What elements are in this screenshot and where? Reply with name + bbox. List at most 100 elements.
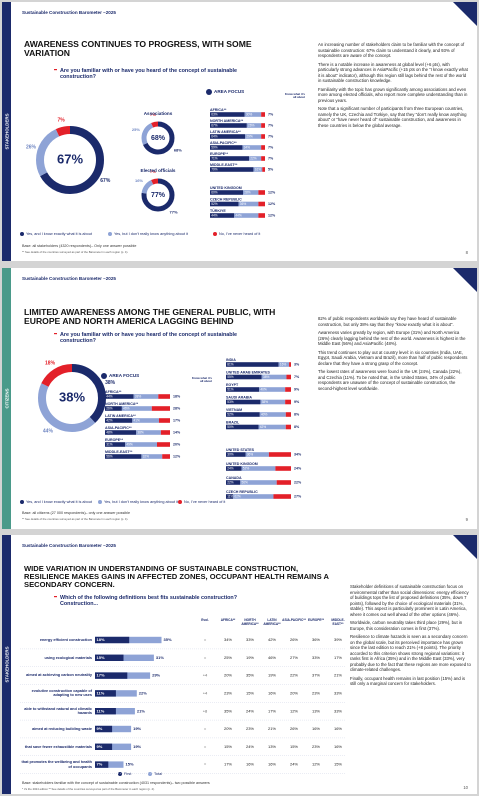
bar-segment [260,399,286,405]
donut-label: 18% [45,361,56,367]
legend-label: No, I’ve never heard of it [219,231,261,236]
side-label: STAKEHOLDERS [4,646,9,682]
first-label: 7% [97,762,103,767]
region-value: 24% [246,744,254,749]
legend-dot [118,772,122,776]
bar-label: 24% [294,467,302,471]
bar-label: 18% [173,395,181,399]
evol: = [204,726,207,731]
paragraph: The lowest rates of awareness were found… [318,369,462,391]
column-header: MIDDLE-EAST** [331,618,345,626]
evol: = [204,762,207,767]
donut-label: 26% [26,145,37,151]
total-bar [95,725,132,733]
first-label: 11% [97,690,105,695]
region-value: 19% [268,673,276,678]
bar-segment [289,362,291,367]
bar-label: 32% [143,454,150,458]
bar-segment [238,201,259,207]
page [2,268,477,529]
row-name: UNITED STATES [226,448,255,452]
row-name: ASIA-PACIFIC** [210,141,237,145]
bar-segment [105,430,137,435]
row-name: INDIA [226,358,236,362]
region-value: 33% [334,708,342,713]
bar-label: 22% [294,481,302,485]
region-value: 33% [246,637,254,642]
bar-segment [258,201,265,207]
bar-segment [258,424,286,430]
region-value: 16% [312,726,320,731]
bar-segment [249,156,262,161]
base-note: Base: all citizens (27 000 respondents)–… [22,511,131,515]
total-label: 15% [126,762,134,767]
bar-label: 59% [211,145,218,149]
side-label: CITIZENS [4,388,9,408]
bar-label: 9% [294,388,300,392]
first-label: 15% [97,655,105,660]
legend-dot [20,500,24,504]
region-value: 24% [290,762,298,767]
bar-segment [286,374,291,380]
row-name: EGYPT [226,383,239,387]
bar-label: 24% [227,466,234,470]
bar-segment [246,123,262,128]
first-bar [95,761,109,768]
column-header: ASIA-PACIFIC** [282,618,306,622]
row-name: NORTH AMERICA** [210,119,244,123]
bar-label: 51% [227,387,234,391]
region-value: 13% [268,744,276,749]
bar-label: 63% [211,112,218,116]
region-value: 15% [224,744,232,749]
bar-segment [133,394,159,399]
legend-dot [20,232,24,236]
first-bar [95,708,116,715]
legend-label: Yes, and I know exactly what it is about [26,231,92,236]
donut-title: Elected officials [140,168,176,173]
total-bar [95,761,124,768]
row-name: CANADA [226,476,242,480]
row-name: UNITED ARAB EMIRATES [226,370,271,374]
bar-label: 56% [242,480,249,484]
bar-segment [273,494,291,499]
area-key: Know what it’s all about [191,376,212,384]
donut-label: 7% [150,112,156,117]
footnote: * Vs the 2024 edition ** See details of … [22,787,155,791]
bar-label: 5% [268,168,274,172]
region-value: 46% [268,655,276,660]
side-bar [2,2,11,261]
region-value: 16% [334,744,342,749]
donut-center: 68% [151,135,166,142]
page-header: Sustainable Construction Barometer –2025 [22,543,116,548]
row-label: aimed at reducing building waste [32,726,92,731]
region-value: 20% [290,690,298,695]
row-name: TÜRKIYE [210,208,226,213]
body-text: An increasing number of stakeholders cla… [318,42,468,131]
region-value: 37% [312,673,320,678]
side-bar [2,268,11,529]
row-name: NORTH AMERICA** [105,402,139,406]
bar-segment [158,418,170,423]
bar-segment [278,362,290,367]
bar-label: 36% [247,452,254,456]
donut-title: Associations [143,111,173,116]
region-value: 16% [246,762,254,767]
first-label: 17% [97,673,105,678]
first-bar [95,636,130,644]
total-label: 31% [156,655,164,660]
bar-segment [261,374,287,380]
first-bar [95,743,113,750]
donut-label: 44% [43,428,54,434]
bar-segment [261,112,265,117]
bar-label: 26% [248,123,255,127]
question: Which of the following definitions best … [60,595,237,608]
bar-segment [243,190,259,195]
total-label: 19% [133,726,141,731]
paragraph: There is a notable increase in awareness… [318,61,468,84]
row-label: that promotes the wellbeing and health o… [21,760,92,769]
bar-segment [226,466,242,471]
row-label: able to withstand natural and climatic h… [24,706,92,716]
bar-label: 30% [227,452,234,456]
row-label: evolutive construction capable of adapti… [31,689,92,698]
